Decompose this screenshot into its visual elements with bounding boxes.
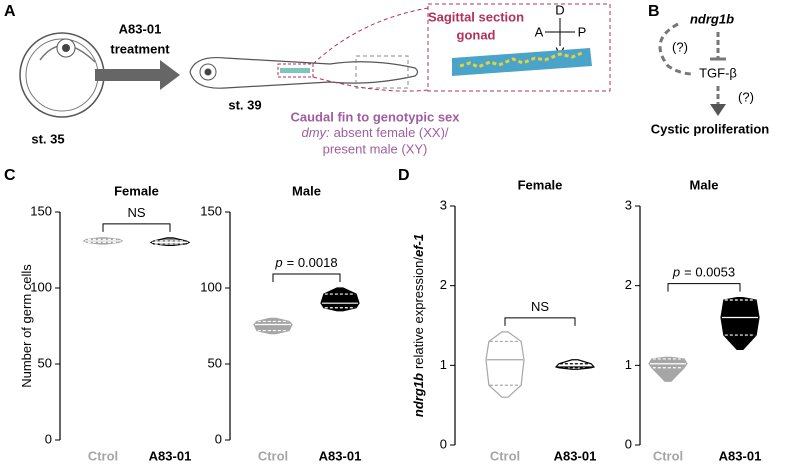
violin — [253, 317, 293, 335]
stage-label: st. 39 — [228, 97, 261, 112]
y-axis-label: Number of germ cells — [19, 264, 34, 388]
activation-head — [710, 104, 726, 116]
outcome-label: Cystic proliferation — [651, 121, 770, 136]
larva-pupil — [204, 68, 212, 76]
panel-label: D — [398, 167, 410, 184]
y-tick-label: 0 — [45, 431, 52, 446]
annotation: NS — [531, 299, 549, 314]
chart-title: Female — [114, 183, 159, 198]
y-tick-label: 2 — [440, 277, 447, 292]
box-title: gonad — [457, 27, 496, 42]
y-tick-label: 150 — [30, 203, 52, 218]
panel-label: A — [4, 3, 16, 20]
caption: Caudal fin to genotypic sex — [290, 109, 460, 124]
orientation-label: P — [578, 24, 587, 39]
y-axis-label: ndrg1b — [411, 373, 426, 417]
x-tick-label: A83-01 — [149, 448, 192, 463]
stage-label: st. 35 — [31, 131, 64, 146]
y-tick-label: 100 — [30, 279, 52, 294]
y-tick-label: 0 — [440, 436, 447, 451]
chart-title: Female — [518, 177, 563, 192]
y-tick-label: 3 — [440, 197, 447, 212]
treatment-label: A83-01 — [119, 21, 162, 36]
annotation: NS — [127, 205, 145, 220]
chart-title: Male — [292, 183, 321, 198]
significance-bracket — [272, 273, 341, 282]
box-title: Sagittal section — [428, 9, 524, 24]
feedback-arrow — [658, 22, 694, 76]
y-tick-label: 1 — [625, 357, 632, 372]
orientation-label: D — [555, 2, 564, 17]
annotation: p — [274, 255, 282, 270]
caption: dmy: absent female (XX)/ — [301, 125, 448, 140]
pathway-label: TGF-β — [699, 65, 737, 80]
caption: present male (XY) — [323, 141, 428, 156]
caption: absent female (XX)/ — [334, 125, 449, 140]
panel-label: C — [4, 167, 16, 184]
significance-bracket — [667, 283, 741, 292]
y-tick-label: 0 — [215, 431, 222, 446]
annotation: p — [672, 265, 680, 280]
y-tick-label: 3 — [625, 197, 632, 212]
violin — [720, 297, 760, 350]
orientation-label: A — [535, 24, 544, 39]
annotation: p = 0.0053 — [672, 265, 735, 280]
annotation: p = 0.0018 — [274, 255, 337, 270]
y-tick-label: 150 — [200, 203, 222, 218]
y-tick-label: 0 — [625, 436, 632, 451]
gene-label: ndrg1b — [690, 11, 734, 26]
zoom-box — [427, 3, 611, 92]
x-tick-label: A83-01 — [719, 448, 762, 463]
significance-bracket — [102, 223, 171, 232]
y-axis-label: Number of germ cells — [19, 264, 34, 388]
x-tick-label: A83-01 — [554, 448, 597, 463]
y-tick-label: 2 — [625, 277, 632, 292]
y-tick-label: 1 — [440, 357, 447, 372]
x-tick-label: Ctrol — [88, 448, 118, 463]
y-axis-label: ndrg1b relative expression/ef-1 — [411, 234, 426, 417]
y-tick-label: 50 — [208, 355, 222, 370]
violin — [485, 331, 525, 398]
gonad-box — [277, 63, 314, 78]
annotation: NS — [531, 299, 549, 314]
caption-gene: dmy: — [301, 125, 330, 140]
gonad-section — [459, 51, 583, 69]
unknown-label: (?) — [672, 39, 688, 54]
y-axis-label: ef-1 — [411, 234, 426, 257]
annotation: = 0.0018 — [287, 255, 338, 270]
annotation: NS — [127, 205, 145, 220]
chart-title: Male — [690, 177, 719, 192]
x-tick-label: A83-01 — [319, 448, 362, 463]
y-axis-label: relative expression/ — [411, 257, 426, 369]
y-tick-label: 100 — [200, 279, 222, 294]
zoom-lines — [312, 7, 429, 92]
x-tick-label: Ctrol — [653, 448, 683, 463]
treatment-label: treatment — [110, 41, 170, 56]
y-tick-label: 50 — [38, 355, 52, 370]
annotation: = 0.0053 — [684, 265, 735, 280]
violin — [648, 356, 688, 382]
panel-label: B — [648, 3, 660, 20]
arrow — [95, 60, 180, 90]
x-tick-label: Ctrol — [258, 448, 288, 463]
unknown-label: (?) — [738, 89, 754, 104]
significance-bracket — [504, 317, 576, 326]
gonad-mark — [280, 68, 310, 73]
x-tick-label: Ctrol — [490, 448, 520, 463]
embryo-pupil — [62, 44, 70, 52]
